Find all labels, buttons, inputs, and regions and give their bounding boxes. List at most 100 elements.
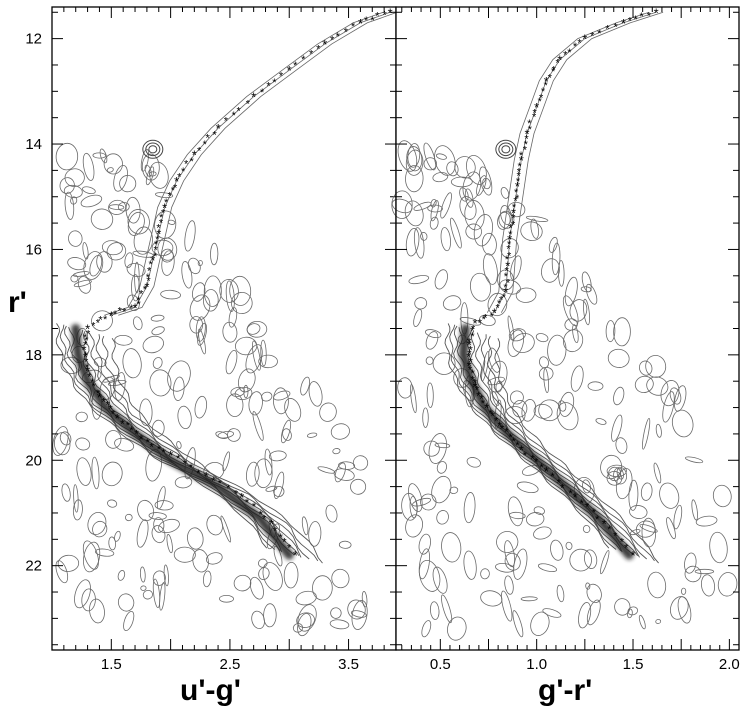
left-contour-loop — [141, 153, 160, 181]
left-contour-loop — [282, 428, 292, 441]
left-contour-loop — [149, 369, 172, 397]
left-isochrone-point: * — [168, 191, 173, 203]
left-contour-loop — [52, 426, 69, 456]
right-contour-loop — [548, 236, 558, 253]
left-contour-loop — [230, 292, 253, 314]
left-contour-loop — [258, 354, 278, 369]
left-red-clump-contour — [145, 142, 161, 157]
left-isochrone-point: * — [84, 335, 89, 347]
left-isochrone-point: * — [224, 116, 229, 128]
left-contour-loop — [150, 314, 165, 322]
left-contour-loop — [229, 275, 252, 306]
right-isochrone-point: * — [513, 196, 518, 208]
right-isochrone-point: * — [541, 86, 546, 98]
left-isochrone-point: * — [156, 222, 161, 234]
left-isochrone-point: * — [98, 314, 103, 326]
right-contour-loop — [655, 423, 662, 438]
left-contour-loop — [154, 210, 177, 239]
left-isochrone-point: * — [330, 34, 335, 46]
right-isochrone-point: * — [567, 47, 572, 59]
left-isochrone-point: * — [156, 227, 161, 242]
left-isochrone-point: * — [287, 543, 292, 555]
left-isochrone-point: * — [272, 77, 277, 89]
right-contour-loop — [586, 599, 601, 626]
right-isochrone-point: * — [503, 285, 508, 300]
left-isochrone-point: * — [126, 420, 131, 432]
right-contour-loop — [423, 440, 440, 457]
left-isochrone-point: * — [150, 253, 155, 268]
left-isochrone-point: * — [153, 251, 158, 263]
right-isochrone-point: * — [602, 517, 607, 532]
left-contour-loop — [75, 437, 91, 451]
right-contour-loop — [423, 157, 437, 171]
left-contour-loop — [161, 250, 175, 276]
left-contour-loop — [233, 574, 252, 592]
right-isochrone-point: * — [613, 530, 618, 542]
right-isochrone-point: * — [628, 16, 633, 28]
left-isochrone-point: * — [259, 509, 264, 521]
right-contour-loop — [413, 227, 425, 259]
right-isochrone-point: * — [507, 239, 512, 251]
left-isochrone-point: * — [174, 174, 179, 189]
left-contour-loop — [325, 504, 338, 523]
right-contour-loop — [680, 587, 687, 595]
right-contour-loop — [533, 403, 553, 419]
left-isochrone-point: * — [245, 497, 250, 509]
right-contour-loop — [582, 298, 591, 326]
left-contour-loop — [173, 546, 196, 563]
right-isochrone-point: * — [515, 193, 520, 205]
right-isochrone-point: * — [523, 145, 528, 157]
left-contour-loop — [70, 274, 79, 283]
left-isochrone-point: * — [246, 99, 251, 111]
right-isochrone-point: * — [470, 326, 475, 338]
left-contour-loop — [246, 461, 260, 487]
right-contour-loop — [462, 171, 482, 201]
left-giant-branch-contour — [104, 11, 384, 316]
left-isochrone-point: * — [154, 245, 159, 257]
right-isochrone-point: * — [511, 220, 516, 232]
right-contour-loop — [418, 548, 431, 580]
right-contour-loop — [611, 414, 623, 442]
right-isochrone-point: * — [478, 317, 483, 329]
right-isochrone-point: * — [573, 41, 578, 53]
right-contour-loop — [537, 563, 558, 573]
right-contour-loop — [425, 329, 442, 339]
left-contour-loop — [73, 484, 79, 513]
right-isochrone-point: * — [504, 266, 509, 278]
right-isochrone-point: * — [514, 187, 519, 199]
y-tick-label: 22 — [25, 558, 42, 575]
left-contour-loop — [283, 562, 299, 589]
left-contour-loop — [187, 527, 204, 550]
right-isochrone-point: * — [624, 543, 629, 555]
right-contour-loop — [608, 466, 622, 481]
left-isochrone-point: * — [161, 447, 166, 459]
left-contour-loop — [308, 521, 322, 547]
left-isochrone-point: * — [92, 381, 97, 393]
left-contour-loop — [192, 282, 206, 302]
left-contour-loop — [90, 208, 114, 230]
left-contour-loop — [152, 357, 163, 369]
left-contour-loop — [87, 511, 107, 536]
left-isochrone-point: * — [164, 197, 169, 209]
left-contour-loop — [99, 148, 108, 164]
right-contour-loop — [564, 276, 578, 307]
left-isochrone-point: * — [171, 185, 176, 197]
right-isochrone-point: * — [473, 378, 478, 390]
left-contour-loop — [331, 568, 350, 589]
right-contour-loop — [583, 549, 598, 569]
right-isochrone-point: * — [557, 53, 562, 68]
right-contour-loop — [634, 375, 654, 393]
left-contour-loop — [124, 252, 134, 269]
left-isochrone-point: * — [120, 419, 125, 431]
left-isochrone-point: * — [260, 87, 265, 99]
right-ridge-contour — [449, 324, 617, 550]
right-isochrone-point: * — [491, 410, 496, 422]
left-contour-loop — [202, 289, 219, 312]
right-ridge-contour — [480, 334, 647, 560]
right-isochrone-point: * — [563, 50, 568, 62]
left-contour-loop — [334, 462, 346, 483]
left-contour-loop — [220, 515, 232, 543]
left-contour-loop — [133, 226, 153, 255]
right-isochrone-point: * — [482, 314, 487, 326]
right-isochrone-point: * — [505, 254, 510, 266]
